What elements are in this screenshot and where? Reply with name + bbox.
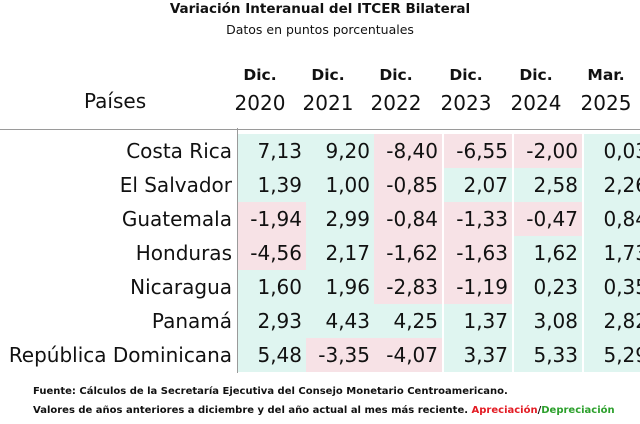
table-cell: 2,26: [584, 168, 640, 202]
appreciation-label: Apreciación: [471, 405, 538, 416]
chart-subtitle: Datos en puntos porcentuales: [226, 22, 414, 37]
period-footnote: Valores de años anteriores a diciembre y…: [33, 405, 615, 416]
column-header-year: 2024: [510, 91, 562, 115]
table-row-nicaragua: Nicaragua 1,60 1,96 -2,83 -1,19 0,23 0,3…: [0, 270, 640, 304]
column-header-year: 2021: [302, 91, 354, 115]
table-cell: -1,94: [238, 202, 306, 236]
table-cell: 1,62: [514, 236, 582, 270]
column-header-year: 2020: [234, 91, 286, 115]
table-row-guatemala: Guatemala -1,94 2,99 -0,84 -1,33 -0,47 0…: [0, 202, 640, 236]
country-name: El Salvador: [119, 173, 232, 197]
table-cell: -2,83: [374, 270, 442, 304]
table-row-republica-dominicana: República Dominicana 5,48 -3,35 -4,07 3,…: [0, 338, 640, 372]
table-row-costa-rica: Costa Rica 7,13 9,20 -8,40 -6,55 -2,00 0…: [0, 134, 640, 168]
table-cell: 5,29: [584, 338, 640, 372]
column-header-month: Dic.: [311, 66, 345, 84]
table-cell: -4,07: [374, 338, 442, 372]
table-cell: 5,33: [514, 338, 582, 372]
column-header-2022: Dic. 2022: [362, 66, 430, 116]
source-footnote: Fuente: Cálculos de la Secretaría Ejecut…: [33, 386, 508, 397]
table-cell: 1,00: [306, 168, 374, 202]
column-header-year: 2023: [440, 91, 492, 115]
country-name: Honduras: [135, 241, 232, 265]
table-cell: 0,84: [584, 202, 640, 236]
country-name: Guatemala: [121, 207, 232, 231]
table-cell: 9,20: [306, 134, 374, 168]
table-cell: -3,35: [306, 338, 374, 372]
column-header-year: 2022: [370, 91, 422, 115]
column-header-month: Dic.: [449, 66, 483, 84]
country-name: República Dominicana: [8, 343, 232, 367]
table-cell: -2,00: [514, 134, 582, 168]
table-cell: -1,19: [444, 270, 512, 304]
chart-title: Variación Interanual del ITCER Bilateral: [169, 1, 471, 17]
table-cell: -6,55: [444, 134, 512, 168]
column-header-month: Dic.: [379, 66, 413, 84]
header-divider: [0, 129, 640, 130]
column-header-month: Dic.: [243, 66, 277, 84]
column-header-month: Mar.: [587, 66, 625, 84]
table-cell: 2,99: [306, 202, 374, 236]
country-name: Panamá: [151, 309, 232, 333]
table-cell: -1,62: [374, 236, 442, 270]
table-cell: 1,60: [238, 270, 306, 304]
table-cell: -1,33: [444, 202, 512, 236]
column-header-2024: Dic. 2024: [502, 66, 570, 116]
table-cell: 4,43: [306, 304, 374, 338]
table-cell: 1,96: [306, 270, 374, 304]
table-cell: 7,13: [238, 134, 306, 168]
column-header-2021: Dic. 2021: [294, 66, 362, 116]
table-cell: 4,25: [374, 304, 442, 338]
table-cell: -0,85: [374, 168, 442, 202]
table-row-honduras: Honduras -4,56 2,17 -1,62 -1,63 1,62 1,7…: [0, 236, 640, 270]
countries-column-header: Países: [84, 89, 147, 113]
table-cell: 0,23: [514, 270, 582, 304]
table-cell: 0,35: [584, 270, 640, 304]
legend-separator: /: [537, 405, 542, 416]
table-cell: 2,07: [444, 168, 512, 202]
column-header-2020: Dic. 2020: [226, 66, 294, 116]
country-divider: [237, 128, 238, 373]
table-cell: 5,48: [238, 338, 306, 372]
table-cell: 2,17: [306, 236, 374, 270]
table-cell: 1,39: [238, 168, 306, 202]
table-cell: 2,58: [514, 168, 582, 202]
table-row-panama: Panamá 2,93 4,43 4,25 1,37 3,08 2,82: [0, 304, 640, 338]
period-note-text: Valores de años anteriores a diciembre y…: [33, 405, 469, 416]
country-name: Costa Rica: [126, 139, 232, 163]
depreciation-label: Depreciación: [541, 405, 615, 416]
country-name: Nicaragua: [130, 275, 232, 299]
column-header-2025: Mar. 2025: [572, 66, 640, 116]
column-header-year: 2025: [580, 91, 632, 115]
table-cell: 1,73: [584, 236, 640, 270]
table-cell: 1,37: [444, 304, 512, 338]
table-cell: -1,63: [444, 236, 512, 270]
table-row-el-salvador: El Salvador 1,39 1,00 -0,85 2,07 2,58 2,…: [0, 168, 640, 202]
table-cell: 3,37: [444, 338, 512, 372]
table-cell: -0,84: [374, 202, 442, 236]
table-cell: -4,56: [238, 236, 306, 270]
column-header-2023: Dic. 2023: [432, 66, 500, 116]
table-cell: 2,93: [238, 304, 306, 338]
column-header-month: Dic.: [519, 66, 553, 84]
table-cell: 2,82: [584, 304, 640, 338]
table-cell: 3,08: [514, 304, 582, 338]
table-cell: -8,40: [374, 134, 442, 168]
table-cell: -0,47: [514, 202, 582, 236]
table-cell: 0,03: [584, 134, 640, 168]
